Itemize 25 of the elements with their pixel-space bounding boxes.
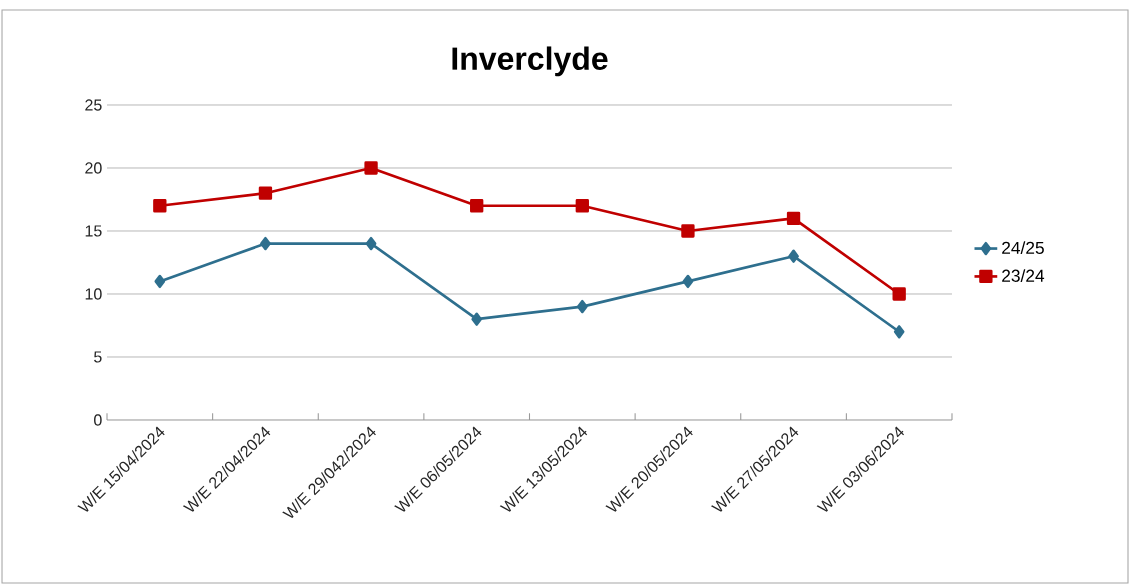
point [893,325,905,339]
point [258,186,273,200]
point [786,211,801,226]
point [575,199,589,213]
point [892,287,906,301]
y-tick-label: 10 [85,288,102,300]
y-tick-label: 15 [85,225,102,237]
point [470,199,484,213]
point [365,236,377,251]
point [153,199,167,213]
chart-title: Inverclyde [452,46,608,77]
point [364,161,378,175]
point [154,274,166,289]
point [788,249,799,263]
y-tick-label: 25 [85,99,102,111]
y-tick-label: 5 [94,351,102,363]
legend-label: 24/25 [1002,241,1044,254]
point [576,299,588,314]
point [471,312,483,326]
point [260,236,271,251]
y-tick-label: 0 [94,414,102,426]
point [681,224,695,238]
legend-label: 23/24 [1002,269,1045,282]
y-tick-label: 20 [85,162,102,174]
point [682,274,694,289]
